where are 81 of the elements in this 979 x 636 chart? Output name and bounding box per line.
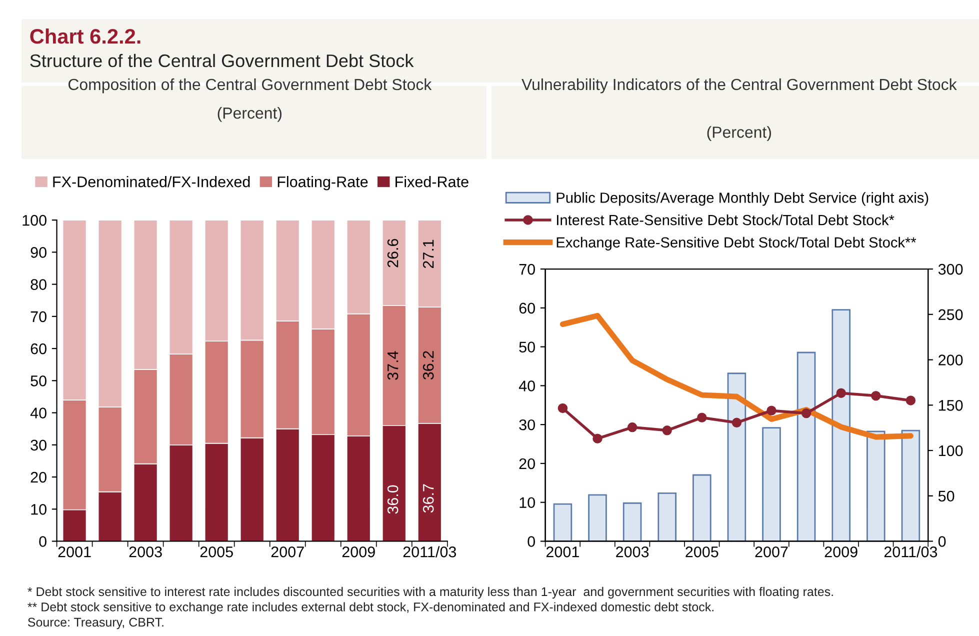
y-tick-label: 80 — [30, 279, 46, 290]
y-tick-label: 20 — [30, 472, 46, 483]
x-tick-label: 2005 — [686, 546, 718, 558]
point — [627, 422, 638, 432]
bar — [692, 474, 712, 542]
y2-tick-label: 250 — [938, 309, 963, 320]
point — [906, 396, 916, 406]
x-tick-label: 2009 — [342, 546, 375, 558]
x-tick-label: 2007 — [755, 546, 788, 558]
data-label: 36.0 — [387, 485, 398, 514]
y-tick-label: 10 — [31, 504, 46, 515]
y2-tick-label: 150 — [938, 400, 963, 411]
y-tick-label: 0 — [39, 536, 46, 547]
chart-subtitle: (Percent) — [218, 107, 282, 122]
y-tick-label: 30 — [519, 419, 535, 430]
legend-label: Interest Rate-Sensitive Debt Stock/Total Debt Stock* — [557, 214, 894, 226]
bar — [762, 427, 781, 542]
data-label: 36.2 — [422, 351, 434, 380]
y-tick-label: 70 — [519, 264, 535, 275]
y2-tick-label: 0 — [938, 536, 946, 547]
y2-tick-label: 300 — [938, 264, 963, 275]
source-note: Source: Treasury, CBRT. — [28, 618, 164, 630]
y-tick-label: 20 — [519, 458, 535, 470]
legend-label: Fixed-Rate — [396, 176, 468, 188]
point — [592, 434, 602, 444]
legend-label: Public Deposits/Average Monthly Debt Service (right axis) — [556, 192, 928, 206]
x-tick-label: 2009 — [824, 546, 858, 558]
point — [732, 418, 742, 428]
x-tick-label: 2003 — [616, 546, 649, 558]
text: Structure of the Central Government Debt Stock — [30, 54, 414, 68]
x-tick-label: 2003 — [129, 546, 162, 558]
y2-tick-label: 50 — [938, 490, 954, 502]
text: ** Debt stock sensitive to exchange rate includes external debt stock, FX-denominated and FX-indexed domestic debt stock. — [28, 602, 714, 614]
y-tick-label: 40 — [30, 408, 46, 418]
legend-label: FX-Denominated/FX-Indexed — [53, 176, 250, 188]
legend-label: Exchange Rate-Sensitive Debt Stock/Total Debt Stock** — [556, 236, 916, 250]
y2-tick-label: 200 — [938, 354, 963, 366]
x-tick-label: 2007 — [271, 546, 304, 558]
point — [697, 412, 707, 422]
x-tick-label: 2011/03 — [884, 546, 938, 558]
x-tick-label: 2005 — [200, 546, 233, 558]
point — [766, 406, 776, 416]
point — [801, 408, 812, 418]
bar — [796, 352, 816, 542]
legend-label: Floating-Rate — [278, 176, 368, 190]
point — [662, 426, 672, 436]
point — [836, 388, 846, 398]
x-tick-label: 2001 — [58, 546, 91, 558]
bar — [832, 309, 850, 542]
point — [871, 390, 881, 401]
bar — [658, 492, 676, 542]
y2-tick-label: 100 — [938, 445, 963, 456]
bar — [588, 494, 607, 542]
data-label: 27.1 — [422, 240, 434, 268]
bar — [866, 430, 886, 542]
y-tick-label: 100 — [22, 214, 46, 226]
y-tick-label: 50 — [519, 342, 535, 352]
y-tick-label: 60 — [519, 302, 535, 314]
data-label: 36.7 — [422, 484, 434, 513]
bar — [622, 502, 642, 542]
bar — [727, 372, 746, 542]
chart-title: Composition of the Central Government Debt Stock — [68, 78, 432, 94]
y-tick-label: 10 — [520, 497, 535, 508]
y-tick-label: 40 — [518, 380, 535, 392]
y-tick-label: 30 — [30, 440, 46, 451]
chart-subtitle: (Percent) — [707, 126, 771, 141]
data-label: 26.6 — [387, 238, 398, 268]
bar — [901, 430, 920, 542]
y-tick-label: 50 — [30, 376, 46, 386]
y-tick-label: 90 — [30, 247, 46, 258]
point — [558, 403, 568, 414]
text: * Debt stock sensitive to interest rate includes discounted securities with a maturity less than 1-year and government securities with floating rates. — [28, 586, 833, 599]
y-tick-label: 60 — [30, 343, 46, 354]
data-label: 37.4 — [387, 351, 398, 380]
chart-title: Vulnerability Indicators of the Central Government Debt Stock — [522, 78, 957, 94]
x-tick-label: 2011/03 — [403, 546, 456, 558]
y-tick-label: 70 — [30, 311, 46, 322]
caption: Chart 6.2.2. — [30, 28, 140, 44]
x-tick-label: 2001 — [546, 546, 579, 558]
bar — [553, 503, 572, 542]
y-tick-label: 0 — [528, 536, 535, 547]
